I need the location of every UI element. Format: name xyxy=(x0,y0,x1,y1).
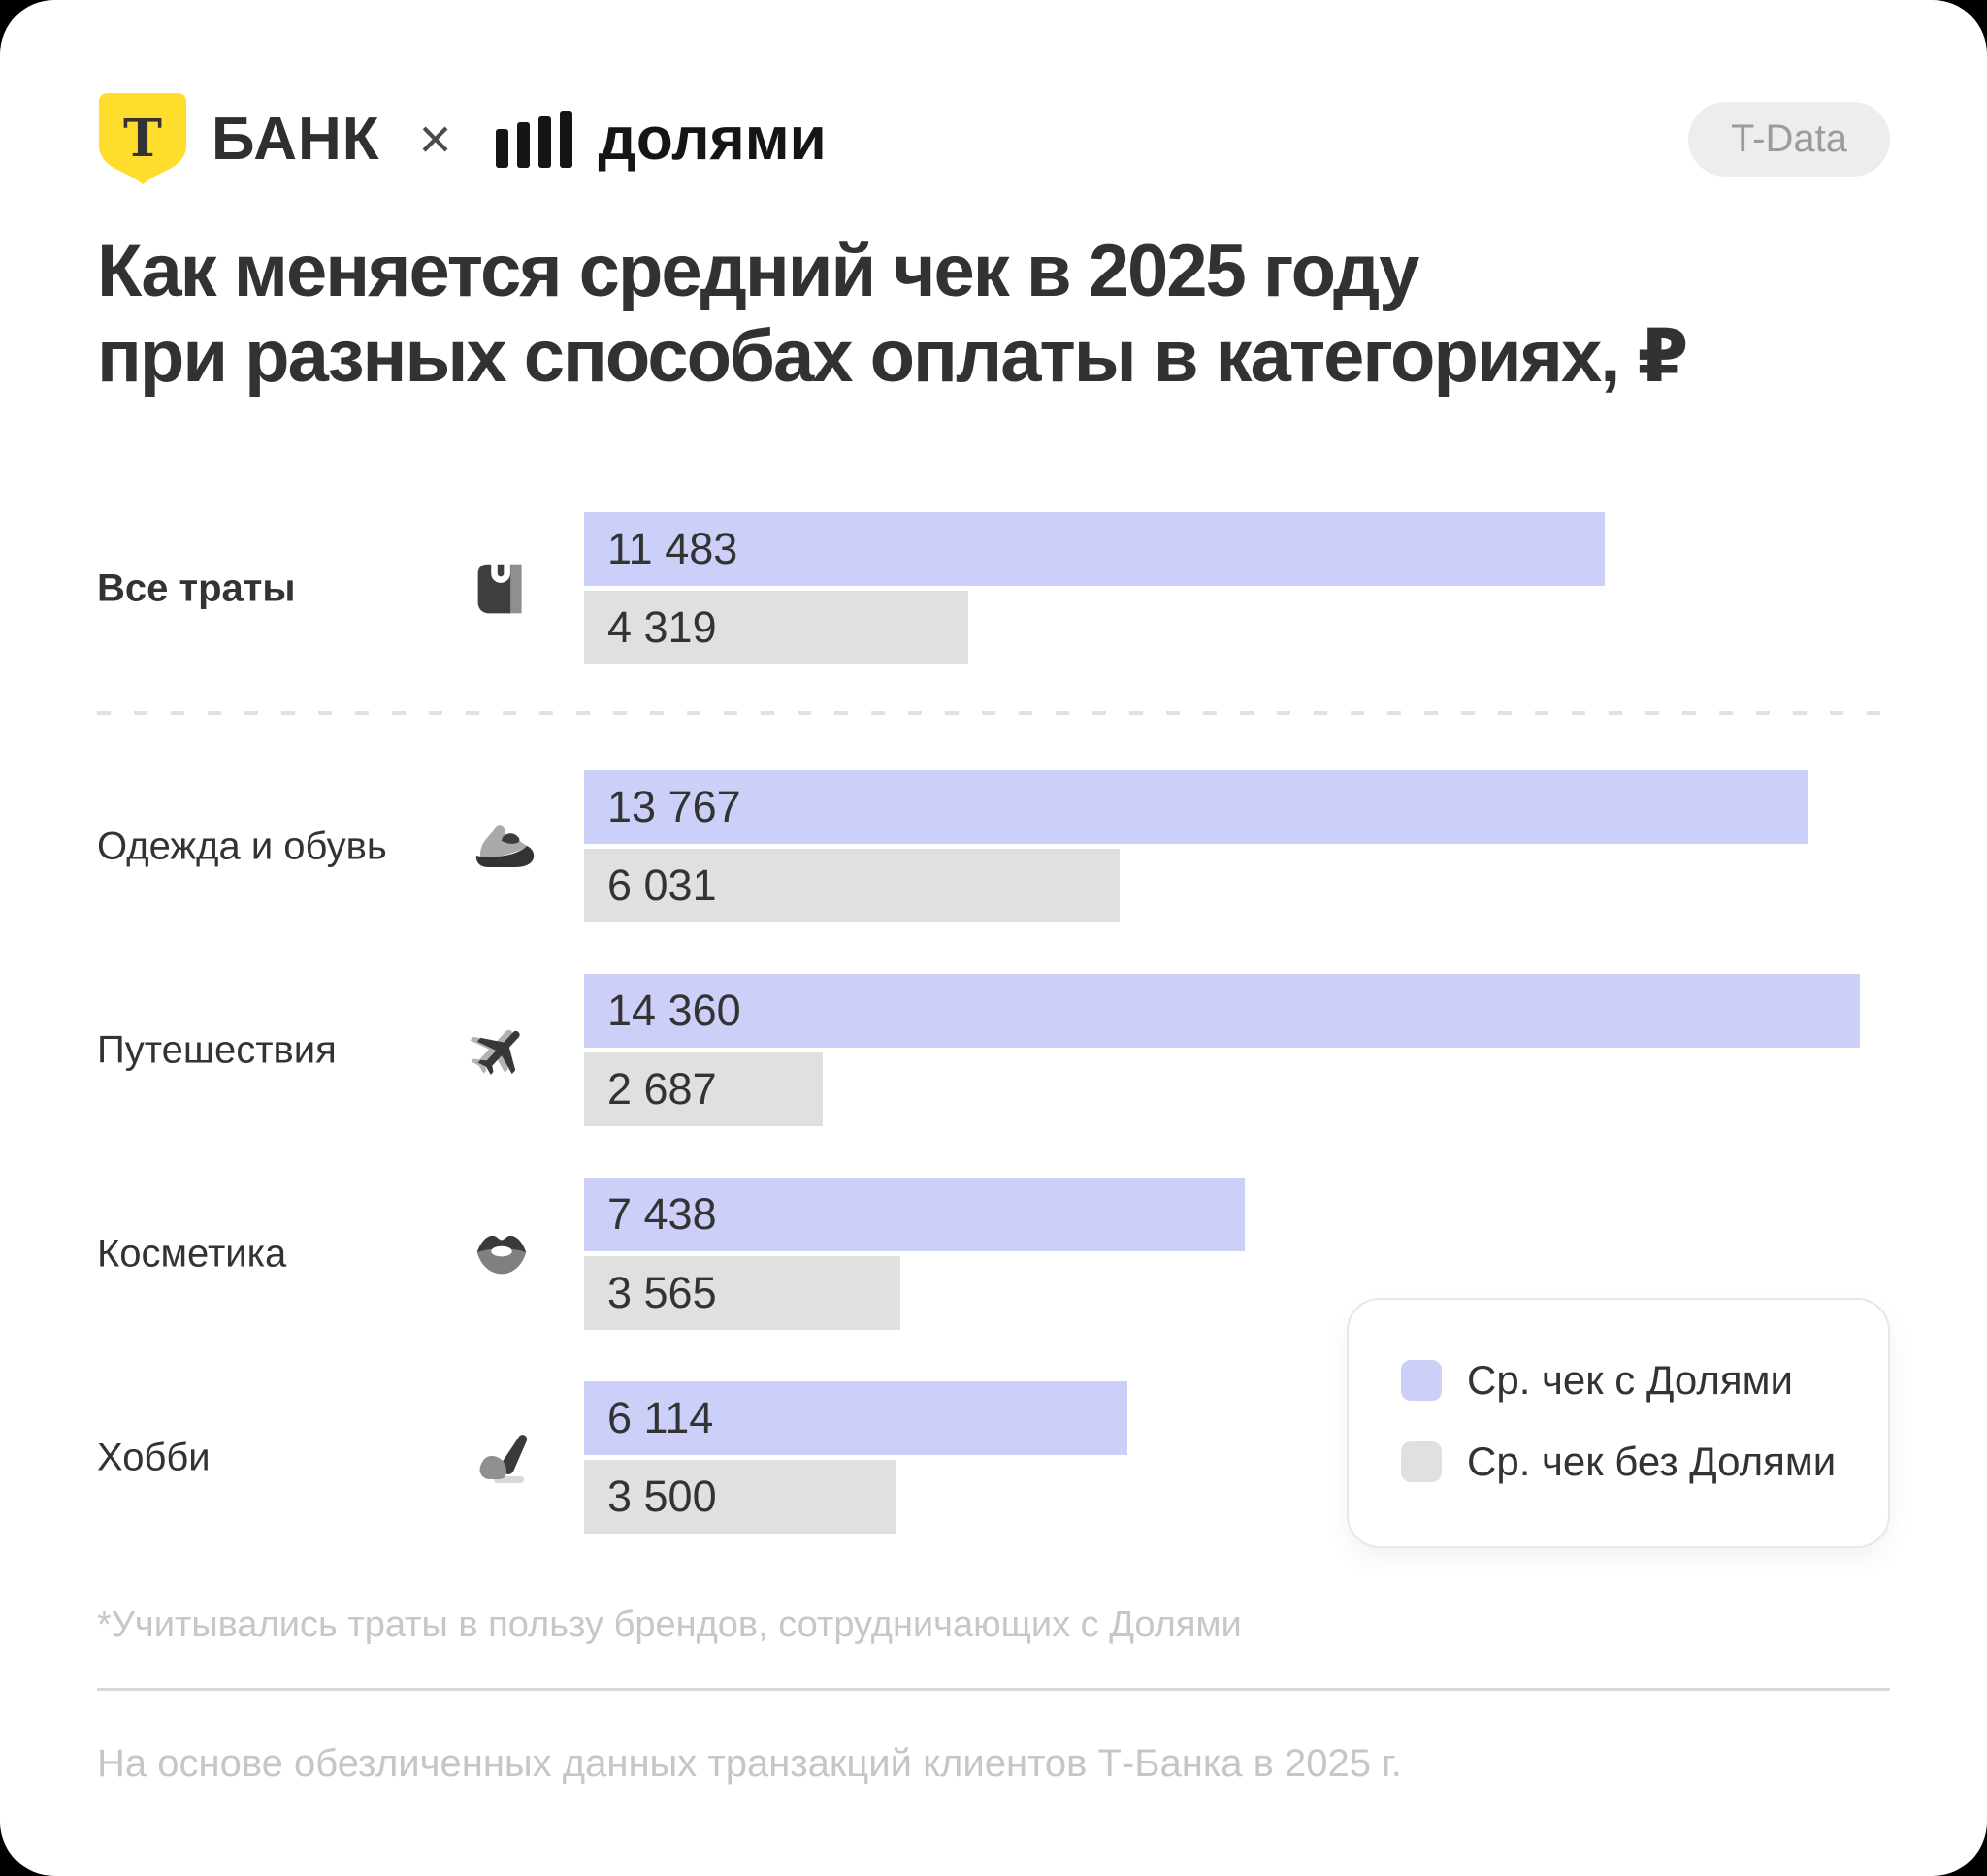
legend: Ср. чек с Долями Ср. чек без Долями xyxy=(1347,1298,1890,1548)
category-label: Одежда и обувь xyxy=(97,825,387,867)
legend-label: Ср. чек без Долями xyxy=(1467,1439,1837,1484)
legend-label: Ср. чек с Долями xyxy=(1467,1357,1793,1403)
chart-row: Одежда и обувь 13 767 6 031 xyxy=(97,770,1890,922)
bar-value: 3 500 xyxy=(607,1472,717,1521)
bar-with-dolyami: 14 360 xyxy=(584,974,1860,1048)
title-line-2: при разных способах оплаты в категориях,… xyxy=(97,315,1688,398)
footnote: *Учитывались траты в пользу брендов, сот… xyxy=(97,1604,1242,1645)
header: Т БАНК × долями T-Data xyxy=(97,93,1890,184)
legend-swatch-with-dolyami xyxy=(1401,1360,1442,1401)
bar-without-dolyami: 3 565 xyxy=(584,1256,900,1330)
bar-value: 7 438 xyxy=(607,1189,717,1239)
bar-value: 3 565 xyxy=(607,1268,717,1317)
airplane-icon xyxy=(464,1013,539,1088)
source-note: На основе обезличенных данных транзакций… xyxy=(97,1742,1402,1785)
paintbrush-icon xyxy=(464,1420,539,1496)
lips-icon xyxy=(464,1216,539,1292)
wallet-icon xyxy=(464,551,539,627)
bar-with-dolyami: 6 114 xyxy=(584,1381,1127,1455)
legend-swatch-without-dolyami xyxy=(1401,1441,1442,1482)
page-title: Как меняется средний чек в 2025 году при… xyxy=(97,229,1688,400)
bar-value: 4 319 xyxy=(607,602,717,652)
bar-without-dolyami: 3 500 xyxy=(584,1460,896,1534)
t-bank-shield-icon: Т xyxy=(98,93,187,184)
bar-with-dolyami: 7 438 xyxy=(584,1178,1245,1251)
bar-value: 6 031 xyxy=(607,860,717,910)
t-data-badge: T-Data xyxy=(1687,101,1890,177)
bar-value: 11 483 xyxy=(607,524,738,573)
chart-row: Все траты 11 483 4 319 xyxy=(97,512,1890,664)
dolyami-bars-icon xyxy=(496,110,573,168)
bank-logo-text: БАНК xyxy=(212,105,380,173)
sneaker-icon xyxy=(464,809,539,885)
category-label: Хобби xyxy=(97,1436,211,1478)
legend-item-with-dolyami: Ср. чек с Долями xyxy=(1401,1357,1793,1403)
bar-with-dolyami: 13 767 xyxy=(584,770,1808,844)
bar-without-dolyami: 4 319 xyxy=(584,591,968,664)
category-label: Косметика xyxy=(97,1232,287,1275)
chart-row: Косметика 7 438 3 565 xyxy=(97,1178,1890,1330)
dashed-divider xyxy=(97,711,1890,715)
category-label: Путешествия xyxy=(97,1028,337,1071)
bar-value: 2 687 xyxy=(607,1064,717,1114)
dolyami-logo-text: долями xyxy=(598,105,827,173)
bar-with-dolyami: 11 483 xyxy=(584,512,1605,586)
bar-value: 14 360 xyxy=(607,986,741,1035)
category-label: Все траты xyxy=(97,566,296,609)
solid-divider xyxy=(97,1688,1890,1691)
bar-without-dolyami: 2 687 xyxy=(584,1052,823,1126)
bar-value: 6 114 xyxy=(607,1393,714,1442)
title-line-1: Как меняется средний чек в 2025 году xyxy=(97,230,1419,312)
chart-row: Путешествия 14 360 2 687 xyxy=(97,974,1890,1126)
bar-value: 13 767 xyxy=(607,782,741,831)
legend-item-without-dolyami: Ср. чек без Долями xyxy=(1401,1439,1837,1484)
collab-x-icon: × xyxy=(418,107,452,171)
bar-without-dolyami: 6 031 xyxy=(584,849,1120,922)
dolyami-logo: долями xyxy=(496,105,827,174)
chart-row: Хобби 6 114 3 500 xyxy=(97,1381,1890,1534)
svg-text:Т: Т xyxy=(123,108,162,169)
